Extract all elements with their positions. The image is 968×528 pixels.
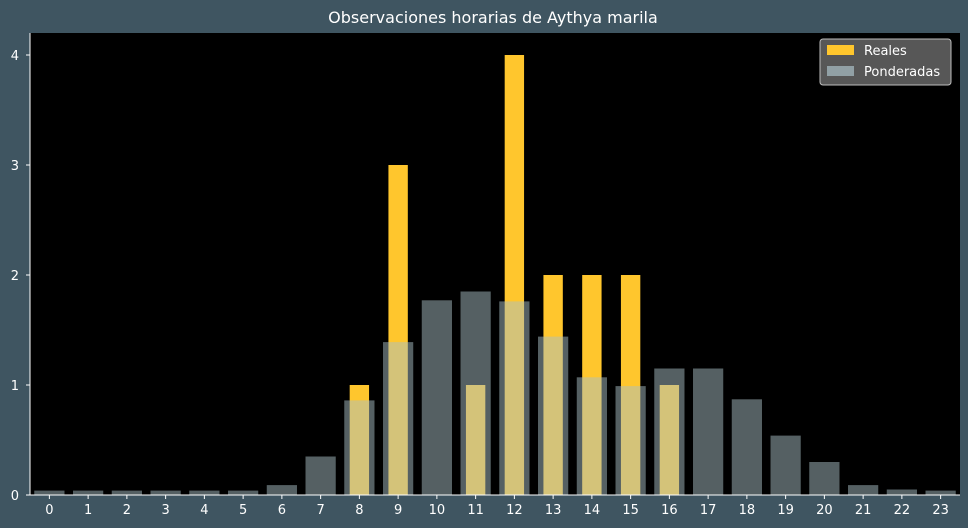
x-tick-label-4: 4 xyxy=(200,503,208,518)
x-tick-label-13: 13 xyxy=(545,503,562,518)
x-tick-label-19: 19 xyxy=(777,503,794,518)
bar-ponderadas-19 xyxy=(770,435,801,495)
x-tick-label-18: 18 xyxy=(739,503,756,518)
bar-ponderadas-3 xyxy=(150,490,181,495)
y-tick-label-4: 4 xyxy=(11,49,19,64)
x-tick-label-12: 12 xyxy=(506,503,523,518)
bar-ponderadas-7 xyxy=(305,456,336,495)
x-tick-label-1: 1 xyxy=(84,503,92,518)
x-tick-label-7: 7 xyxy=(316,503,324,518)
bar-ponderadas-2 xyxy=(111,490,142,495)
legend: Reales Ponderadas xyxy=(819,38,952,86)
x-tick-label-9: 9 xyxy=(394,503,402,518)
bar-ponderadas-12 xyxy=(499,301,530,495)
legend-swatch-reales xyxy=(827,45,854,55)
bar-ponderadas-18 xyxy=(731,399,762,495)
bar-ponderadas-1 xyxy=(73,490,104,495)
plot-area xyxy=(30,33,960,495)
bar-ponderadas-20 xyxy=(809,462,840,495)
x-tick-label-22: 22 xyxy=(894,503,911,518)
x-tick-label-5: 5 xyxy=(239,503,247,518)
x-axis: 0 1 2 3 4 5 6 7 8 9 10 11 12 13 14 15 16 17 18 19 20 21 22 23 xyxy=(30,494,960,518)
bar-ponderadas-23 xyxy=(925,490,956,495)
bar-ponderadas-6 xyxy=(266,485,297,495)
x-tick-label-0: 0 xyxy=(45,503,53,518)
bar-ponderadas-14 xyxy=(576,377,607,495)
weighted-bars-group xyxy=(34,291,956,495)
bar-ponderadas-11 xyxy=(460,291,491,495)
bar-ponderadas-16 xyxy=(654,368,685,495)
bar-ponderadas-8 xyxy=(344,400,375,495)
x-tick-label-23: 23 xyxy=(932,503,949,518)
chart-title: Observaciones horarias de Aythya marila xyxy=(328,8,658,27)
bar-ponderadas-21 xyxy=(848,485,879,495)
x-tick-label-11: 11 xyxy=(467,503,484,518)
bar-ponderadas-22 xyxy=(886,489,917,495)
legend-label-ponderadas: Ponderadas xyxy=(864,65,940,80)
x-tick-label-14: 14 xyxy=(584,503,601,518)
x-tick-label-16: 16 xyxy=(661,503,678,518)
x-tick-label-17: 17 xyxy=(700,503,717,518)
y-axis: 0 1 2 3 4 xyxy=(11,33,31,504)
bar-ponderadas-5 xyxy=(228,490,259,495)
x-tick-label-21: 21 xyxy=(855,503,872,518)
x-tick-label-10: 10 xyxy=(429,503,446,518)
x-tick-label-6: 6 xyxy=(278,503,286,518)
legend-label-reales: Reales xyxy=(864,44,907,59)
x-tick-label-2: 2 xyxy=(123,503,131,518)
x-tick-label-8: 8 xyxy=(355,503,363,518)
y-tick-label-3: 3 xyxy=(11,159,19,174)
bar-ponderadas-10 xyxy=(421,300,452,495)
bar-ponderadas-4 xyxy=(189,490,220,495)
y-tick-label-2: 2 xyxy=(11,269,19,284)
x-tick-label-20: 20 xyxy=(816,503,833,518)
y-tick-label-1: 1 xyxy=(11,379,19,394)
y-tick-label-0: 0 xyxy=(11,489,19,504)
bar-ponderadas-9 xyxy=(383,342,414,495)
legend-swatch-ponderadas xyxy=(827,66,854,76)
bar-ponderadas-17 xyxy=(693,368,724,495)
bar-ponderadas-15 xyxy=(615,386,646,495)
x-tick-label-3: 3 xyxy=(161,503,169,518)
bar-ponderadas-13 xyxy=(538,336,569,495)
bar-ponderadas-0 xyxy=(34,490,65,495)
x-tick-label-15: 15 xyxy=(622,503,639,518)
